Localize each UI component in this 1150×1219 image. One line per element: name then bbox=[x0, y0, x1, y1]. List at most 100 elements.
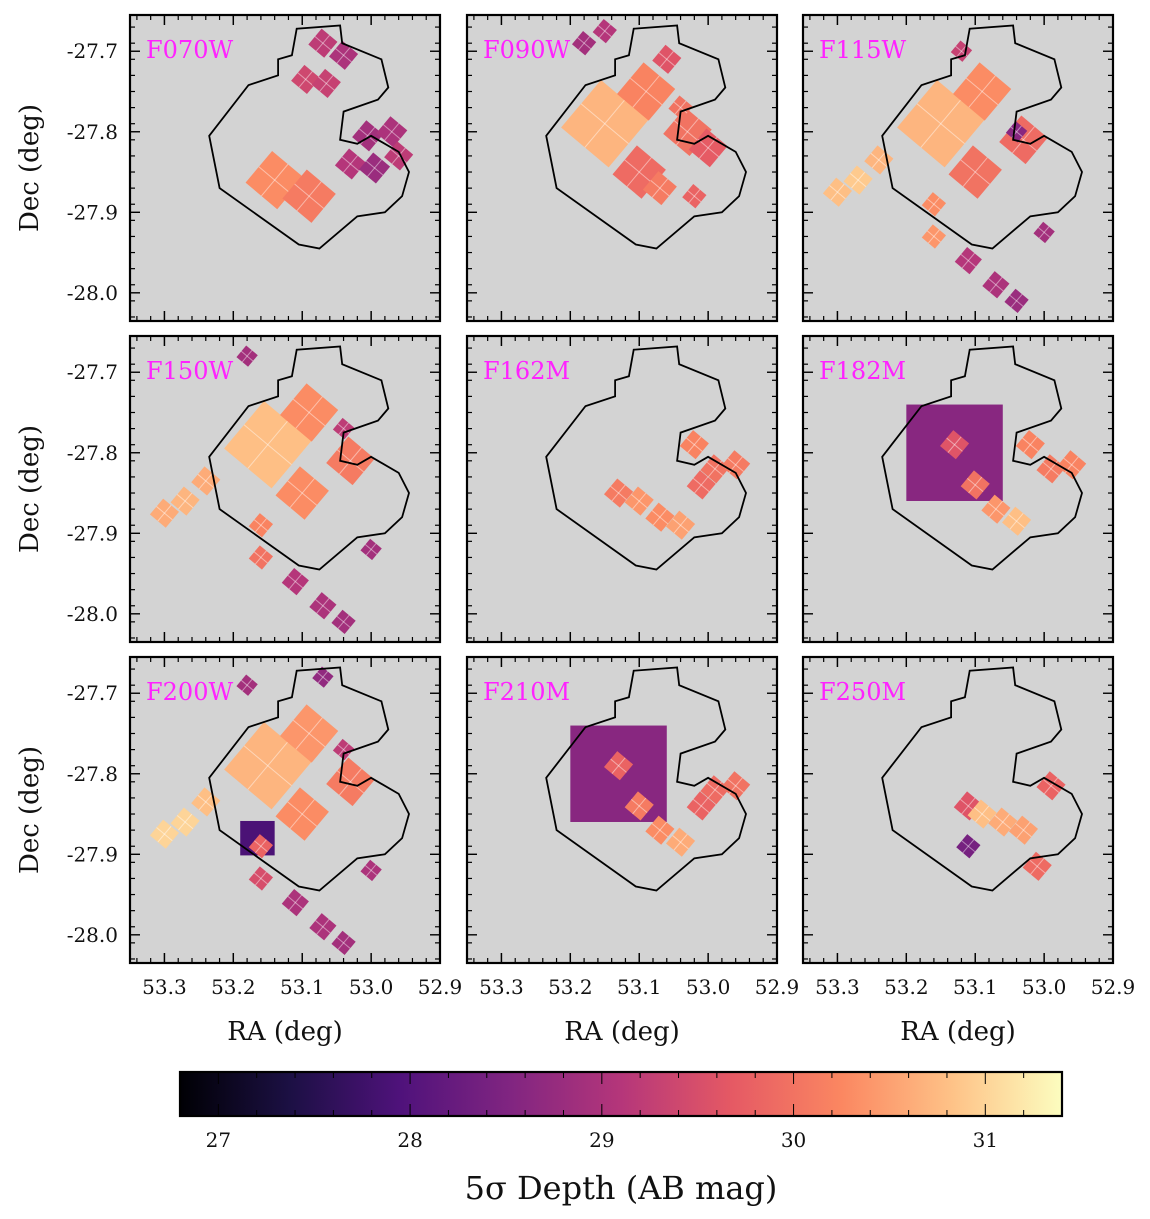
panel-frame bbox=[801, 334, 1115, 644]
coverage-tiles bbox=[561, 18, 728, 209]
y-axis-title: Dec (deg) bbox=[15, 104, 45, 232]
x-tick-label: 53.0 bbox=[686, 975, 731, 999]
depth-tile bbox=[170, 486, 200, 516]
x-axis-title: RA (deg) bbox=[227, 1017, 343, 1047]
depth-tile bbox=[679, 430, 709, 460]
x-tick-label: 53.0 bbox=[349, 975, 394, 999]
depth-tile bbox=[1036, 454, 1066, 484]
depth-tile bbox=[982, 271, 1010, 299]
panel-frame bbox=[801, 13, 1115, 323]
depth-tile bbox=[360, 859, 382, 882]
depth-tile bbox=[275, 466, 329, 520]
colorbar-tick-label: 31 bbox=[973, 1128, 998, 1152]
colorbar-tick-label: 29 bbox=[589, 1128, 614, 1152]
panel-f115w: F115W bbox=[801, 13, 1115, 323]
colorbar-tick-label: 27 bbox=[206, 1128, 231, 1152]
filter-label: F200W bbox=[146, 678, 233, 706]
colorbar-gradient bbox=[180, 1072, 1062, 1116]
depth-tile bbox=[328, 40, 359, 70]
panel-frame bbox=[465, 655, 779, 965]
filter-label: F210M bbox=[483, 678, 570, 706]
depth-tile bbox=[149, 819, 180, 849]
depth-tile bbox=[988, 807, 1018, 837]
panel-frame bbox=[465, 334, 779, 644]
x-tick-label: 52.9 bbox=[418, 975, 463, 999]
panel-f150w: F150W -27.7 -27.8 -27.9 -28.0 Dec (deg) bbox=[15, 334, 442, 644]
coverage-tiles bbox=[149, 666, 382, 956]
panel-f162m: F162M bbox=[465, 334, 779, 644]
x-tick-label: 53.1 bbox=[280, 975, 325, 999]
colorbar-tick-label: 28 bbox=[397, 1128, 422, 1152]
depth-tile bbox=[281, 568, 309, 596]
x-tick-label: 53.1 bbox=[617, 975, 662, 999]
y-tick-label: -27.9 bbox=[67, 842, 118, 866]
coverage-tiles bbox=[822, 40, 1055, 314]
depth-tile bbox=[275, 787, 329, 841]
colorbar: 27 28 29 30 31 5σ Depth (AB mag) bbox=[178, 1070, 1064, 1207]
survey-outline bbox=[545, 666, 747, 892]
colorbar-tick-label: 30 bbox=[781, 1128, 806, 1152]
depth-tile bbox=[170, 807, 200, 837]
depth-tile bbox=[921, 192, 947, 217]
coverage-tiles bbox=[570, 725, 751, 857]
depth-tile bbox=[1057, 450, 1087, 480]
panel-f182m: F182M bbox=[801, 334, 1115, 644]
coverage-tiles bbox=[906, 404, 1087, 536]
x-tick-label: 52.9 bbox=[755, 975, 800, 999]
depth-tile bbox=[1033, 221, 1055, 244]
x-tick-label: 53.3 bbox=[479, 975, 524, 999]
x-tick-label: 53.3 bbox=[815, 975, 860, 999]
depth-tile bbox=[967, 799, 997, 829]
depth-tile bbox=[279, 704, 339, 763]
depth-tile bbox=[312, 666, 334, 688]
depth-tile bbox=[688, 128, 728, 168]
x-tick-label: 53.0 bbox=[1022, 975, 1067, 999]
filter-label: F070W bbox=[146, 36, 233, 64]
filter-label: F115W bbox=[819, 36, 906, 64]
panel-frame bbox=[801, 655, 1115, 965]
depth-tile bbox=[616, 62, 676, 121]
y-axis-title: Dec (deg) bbox=[15, 746, 45, 874]
depth-tile bbox=[645, 502, 675, 532]
panel-grid: F070W -27.7 -27.8 -27.9 -28.0 Dec (deg) F090W F… bbox=[15, 13, 1135, 1047]
depth-tile bbox=[939, 430, 970, 460]
filter-label: F090W bbox=[483, 36, 570, 64]
panel-f090w: F090W bbox=[465, 13, 779, 323]
depth-tile bbox=[248, 866, 274, 891]
depth-tile bbox=[1004, 288, 1029, 314]
y-tick-label: -28.0 bbox=[67, 602, 118, 626]
depth-tile bbox=[686, 470, 716, 500]
depth-tile bbox=[236, 674, 258, 696]
depth-tile bbox=[331, 609, 356, 635]
survey-outline bbox=[881, 666, 1083, 892]
y-axis-title: Dec (deg) bbox=[15, 425, 45, 553]
y-tick-label: -27.7 bbox=[67, 681, 118, 705]
x-tick-label: 53.3 bbox=[142, 975, 187, 999]
x-tick-label: 53.2 bbox=[211, 975, 256, 999]
depth-tile bbox=[248, 545, 274, 570]
depth-tile bbox=[359, 152, 391, 184]
depth-tile bbox=[248, 513, 274, 538]
depth-tile bbox=[571, 31, 597, 56]
depth-tile bbox=[291, 64, 321, 94]
y-tick-label: -27.9 bbox=[67, 200, 118, 224]
panel-f210m: F210M 53.3 53.2 53.1 53.0 52.9 RA (deg) bbox=[465, 655, 800, 1047]
depth-tile bbox=[642, 171, 677, 206]
depth-tile bbox=[332, 417, 355, 440]
depth-tile bbox=[981, 494, 1011, 524]
panel-frame bbox=[128, 334, 442, 644]
depth-tile bbox=[686, 791, 716, 821]
depth-tile bbox=[360, 538, 382, 561]
y-tick-label: -27.8 bbox=[67, 762, 118, 786]
y-tick-label: -27.8 bbox=[67, 441, 118, 465]
depth-tile bbox=[1015, 430, 1045, 460]
depth-tile bbox=[682, 184, 707, 209]
depth-tile bbox=[956, 834, 981, 859]
survey-outline bbox=[545, 345, 747, 571]
depth-tile bbox=[1008, 815, 1039, 845]
depth-tile bbox=[603, 478, 634, 508]
depth-tile bbox=[309, 592, 337, 620]
depth-tile bbox=[665, 510, 696, 540]
depth-tile bbox=[668, 95, 693, 120]
